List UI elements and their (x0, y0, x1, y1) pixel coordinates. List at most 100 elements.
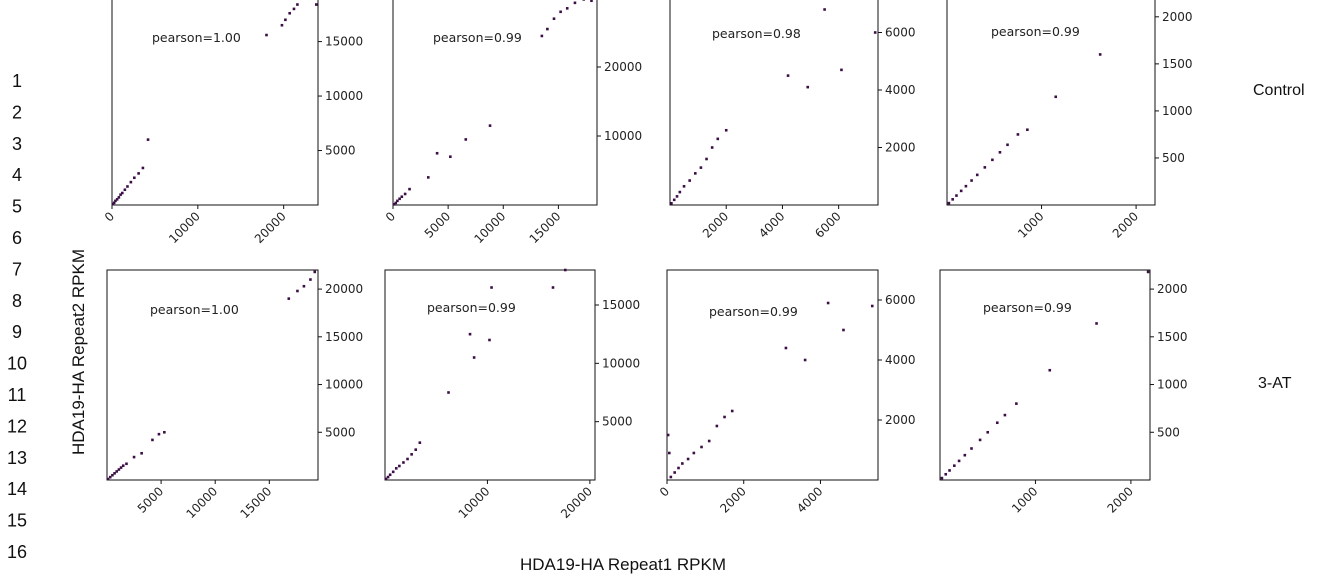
data-point (1003, 413, 1007, 417)
data-point (157, 432, 161, 436)
scatter-panel: pearson=0.99 0 2000 4000 2000 4000 6000 (657, 269, 916, 516)
data-point (1048, 368, 1052, 372)
x-tick-label: 5000 (135, 484, 166, 515)
data-point (563, 268, 567, 272)
x-tick-label: 1000 (1009, 484, 1040, 515)
y-tick-label: 1000 (1157, 378, 1188, 392)
data-point (313, 270, 317, 274)
scatter-panel: pearson=1.00 5000 10000 15000 5000 10000 15000… (106, 269, 363, 521)
x-tick-label: 10000 (471, 209, 508, 246)
x-tick-label: 20000 (252, 209, 289, 246)
y-tick-label: 500 (1157, 425, 1180, 439)
line-number: 11 (8, 385, 27, 405)
scatter-panel: pearson=0.99 1000 2000 500 1000 1500 2000 (946, 0, 1193, 241)
x-tick-label: 4000 (794, 484, 825, 515)
panel-frame (666, 269, 879, 481)
data-point (394, 467, 398, 470)
data-point (396, 199, 399, 203)
data-point (806, 85, 810, 89)
data-point (673, 471, 676, 474)
scatter-panel: pearson=0.99 0 5000 10000 15000 10000 20000 (383, 0, 642, 246)
x-axis-title: HDA19-HA Repeat1 RPKM (520, 555, 726, 574)
panel-frame (939, 269, 1151, 481)
data-point (111, 473, 114, 477)
data-point (292, 7, 296, 11)
y-tick-label: 5000 (602, 415, 633, 429)
data-point (151, 438, 154, 442)
x-tick-label: 6000 (812, 209, 843, 240)
data-point (573, 1, 577, 5)
data-point (1006, 143, 1009, 147)
scatter-panel: pearson=0.98 2000 4000 6000 2000 4000 6000 (669, 0, 916, 241)
line-number: 3 (12, 134, 22, 154)
x-tick-label: 4000 (756, 209, 787, 240)
data-point (559, 10, 562, 14)
scatter-panel: pearson=1.00 0 10000 20000 5000 10000 15000 (102, 0, 363, 246)
data-point (1054, 95, 1058, 99)
data-point (953, 464, 956, 467)
data-point (284, 18, 287, 22)
data-point (309, 278, 312, 281)
data-point (115, 470, 119, 473)
data-point (964, 184, 968, 188)
data-point (388, 473, 392, 477)
line-number: 4 (12, 165, 22, 185)
data-point (408, 187, 411, 191)
data-point (826, 301, 830, 305)
data-point (464, 138, 468, 141)
row-label-control: Control (1253, 82, 1305, 99)
data-point (1015, 402, 1018, 405)
y-tick-label: 20000 (325, 282, 363, 296)
data-point (125, 462, 128, 466)
data-point (403, 192, 407, 196)
data-point (582, 0, 586, 1)
y-tick-label: 5000 (325, 425, 356, 439)
data-point (1095, 322, 1098, 325)
data-point (121, 191, 124, 195)
data-point (121, 464, 125, 467)
data-point (670, 201, 673, 205)
data-point (119, 193, 122, 196)
data-point (488, 338, 491, 342)
panel-frame (384, 269, 596, 481)
y-tick-label: 5000 (325, 144, 356, 158)
data-point (784, 346, 788, 350)
y-tick-label: 1000 (1162, 104, 1193, 118)
line-number: 12 (7, 416, 27, 436)
data-point (117, 196, 121, 199)
y-tick-label: 2000 (1157, 282, 1188, 296)
panel-frame (669, 0, 879, 206)
data-point (402, 461, 405, 464)
data-point (991, 158, 994, 162)
pearson-annotation: pearson=0.99 (433, 30, 522, 45)
data-point (699, 166, 703, 169)
pearson-annotation: pearson=1.00 (150, 302, 239, 317)
x-tick-label: 10000 (456, 484, 493, 521)
data-point (870, 304, 874, 308)
data-point (873, 31, 877, 34)
data-point (565, 7, 569, 10)
data-point (1016, 133, 1020, 136)
line-number: 7 (12, 259, 22, 279)
data-point (287, 297, 291, 300)
data-point (114, 199, 117, 203)
y-tick-label: 15000 (602, 298, 640, 312)
data-point (692, 451, 696, 455)
panel-frame (111, 0, 319, 206)
data-point (1026, 128, 1029, 132)
data-point (951, 198, 954, 201)
data-point (400, 195, 404, 199)
data-point (803, 358, 807, 362)
x-tick-label: 10000 (166, 209, 203, 246)
data-point (693, 172, 697, 175)
pearson-annotation: pearson=1.00 (152, 30, 241, 45)
data-point (146, 138, 150, 141)
data-point (140, 451, 143, 455)
data-point (449, 155, 452, 158)
data-point (132, 455, 136, 459)
data-point (1146, 270, 1150, 274)
data-point (730, 409, 734, 413)
data-point (384, 477, 388, 481)
